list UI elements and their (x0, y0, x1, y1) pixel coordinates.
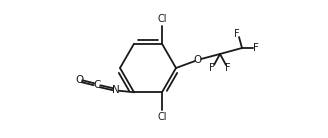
Text: F: F (234, 29, 240, 39)
Text: C: C (93, 80, 101, 90)
Text: Cl: Cl (157, 14, 167, 24)
Text: F: F (253, 43, 259, 53)
Text: O: O (75, 75, 83, 85)
Text: F: F (225, 63, 231, 73)
Text: Cl: Cl (157, 112, 167, 122)
Text: O: O (194, 55, 202, 65)
Text: N: N (112, 85, 120, 95)
Text: F: F (209, 63, 215, 73)
